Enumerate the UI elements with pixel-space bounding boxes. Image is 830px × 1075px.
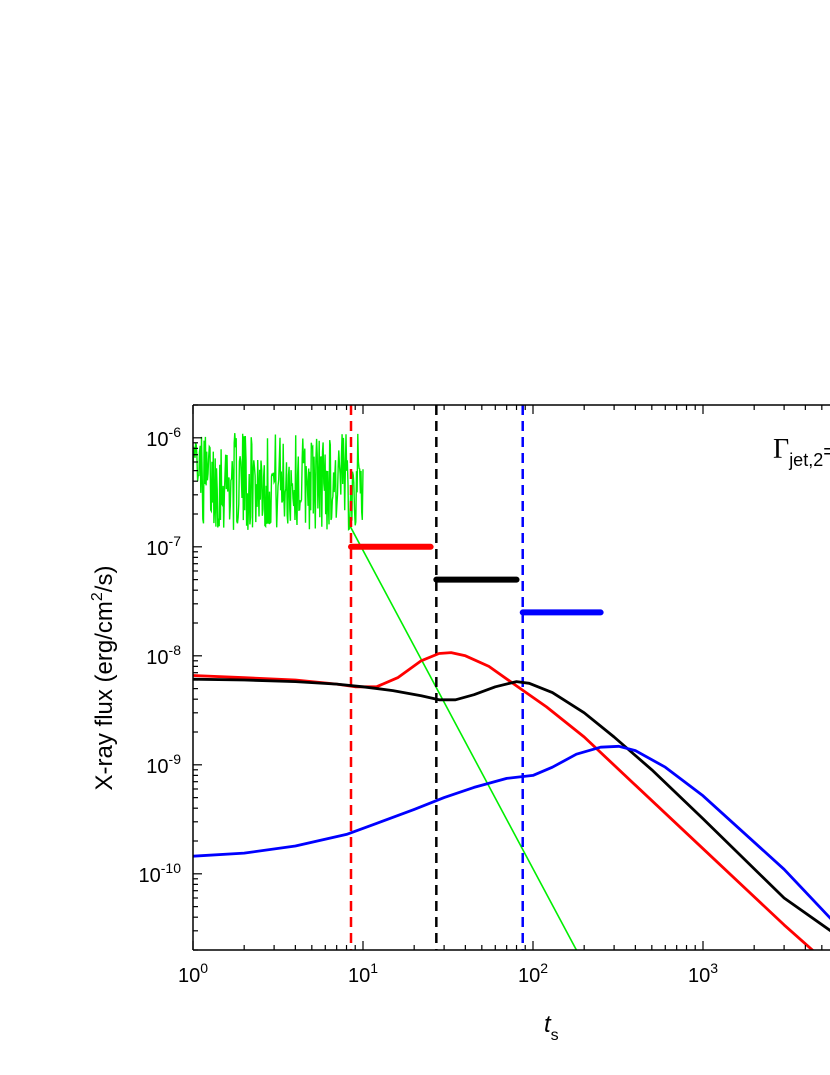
axes: [192, 404, 830, 951]
x-axis-title: ts: [544, 1011, 559, 1044]
y-axis-title-main: X-ray flux (erg/cm: [91, 601, 118, 790]
green-traces: [193, 433, 578, 950]
x-tick-label: 100: [178, 960, 208, 987]
annotation-rest: =: [823, 441, 830, 463]
y-tick-label: 10-8: [146, 642, 181, 669]
series-line-1: [193, 651, 815, 950]
vertical-lines: [349, 405, 524, 950]
x-tick-label: 102: [518, 960, 548, 987]
x-tick-label: 103: [688, 960, 718, 987]
x-tick-label: 101: [348, 960, 378, 987]
annotation: Γjet,2=: [773, 434, 830, 470]
green-noise-line: [193, 433, 364, 531]
y-tick-label: 10-10: [139, 860, 182, 887]
y-axis-title-end: /s): [91, 566, 118, 593]
tick-labels: 100 101 102 103 10-10 10-9 10-8 10-7 10-6: [139, 424, 719, 987]
y-tick-label: 10-6: [146, 424, 181, 451]
svg-text:X-ray flux (erg/cm2/s): X-ray flux (erg/cm2/s): [89, 566, 118, 791]
x-axis-title-main: t: [544, 1011, 552, 1038]
y-axis-title: X-ray flux (erg/cm2/s): [89, 566, 118, 791]
x-axis-title-sub: s: [551, 1027, 559, 1044]
y-axis-title-sup: 2: [89, 592, 106, 601]
series-line-3: [193, 744, 830, 920]
series-line-2: [193, 677, 830, 933]
green-decay-line: [348, 524, 578, 950]
series-lines: [193, 651, 830, 950]
svg-text:ts: ts: [544, 1011, 559, 1044]
annotation-base: Γ: [773, 434, 789, 465]
svg-text:Γjet,2=: Γjet,2=: [773, 434, 830, 470]
plot-area: [193, 405, 830, 950]
horizontal-bars: [348, 543, 604, 616]
y-tick-label: 10-7: [146, 533, 181, 560]
annotation-sub: jet,2: [788, 450, 823, 470]
y-tick-label: 10-9: [146, 751, 181, 778]
